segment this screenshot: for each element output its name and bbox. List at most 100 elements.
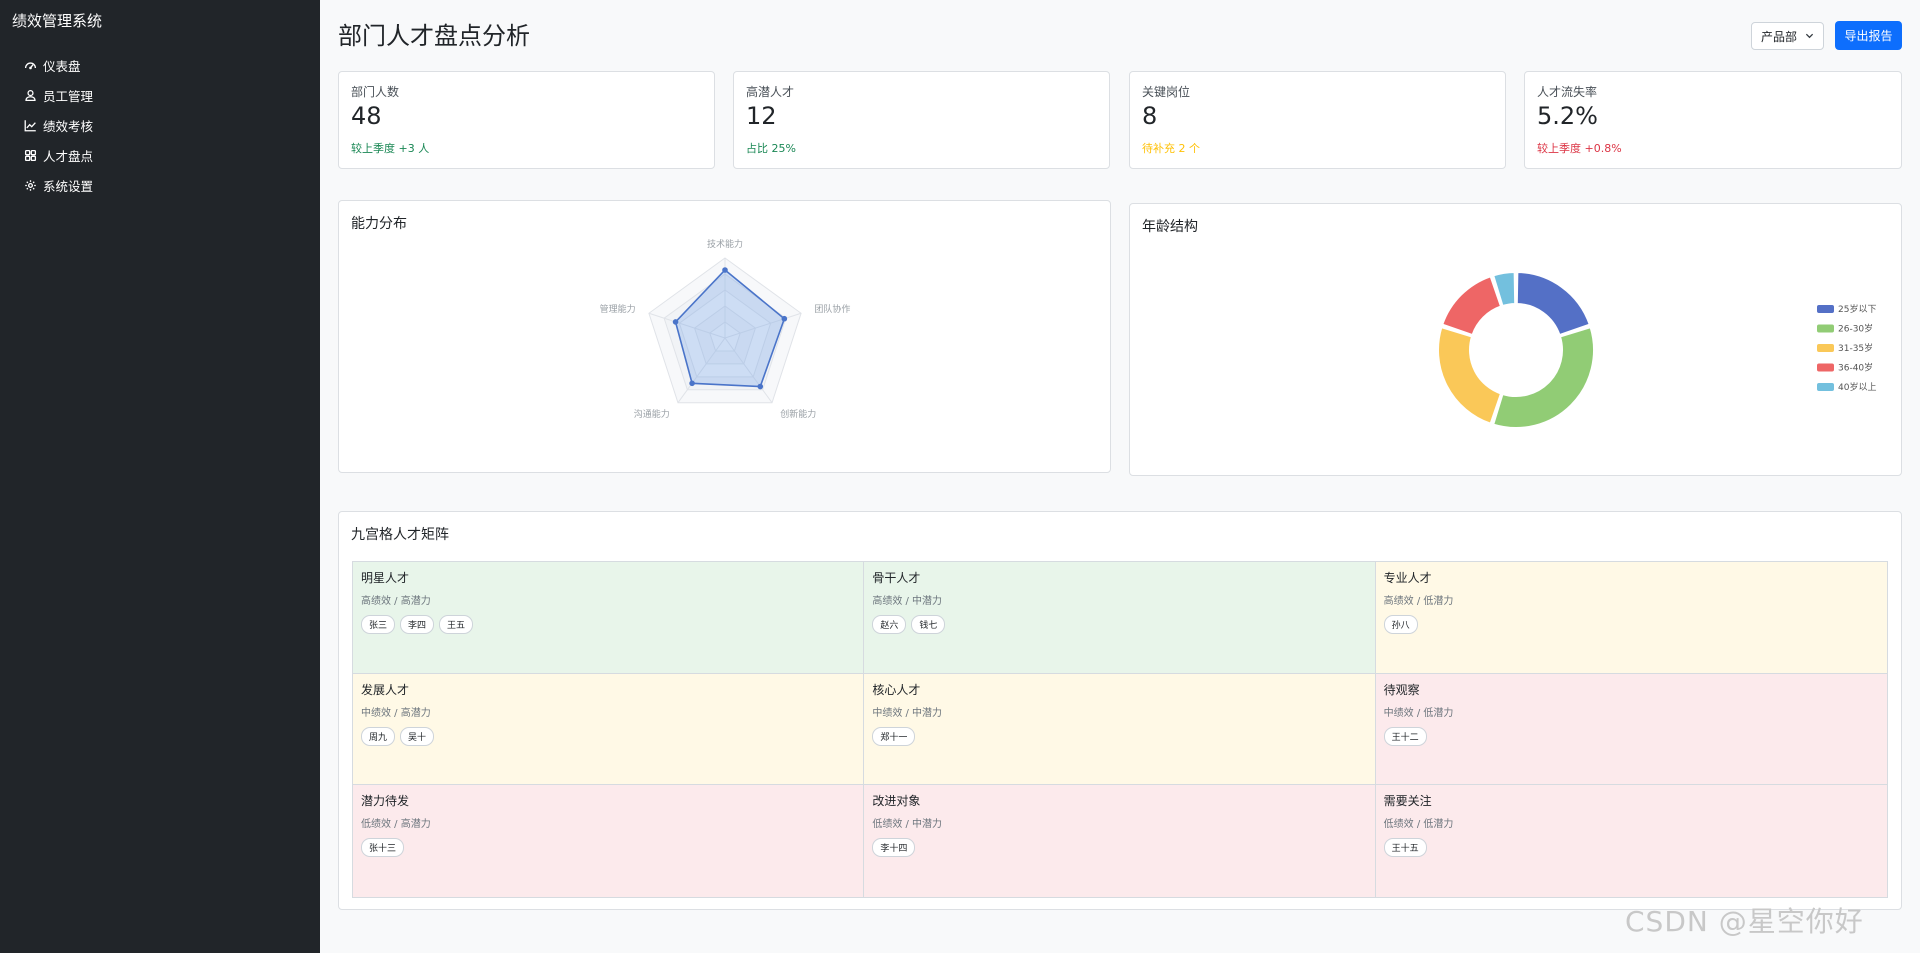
person-chip-list: 郑十一	[872, 726, 1366, 746]
page-title: 部门人才盘点分析	[338, 22, 530, 50]
department-select[interactable]: 产品部	[1751, 22, 1824, 50]
stat-value: 5.2%	[1537, 102, 1598, 130]
donut-slice	[1492, 271, 1517, 308]
radar-axis-label: 技术能力	[707, 238, 743, 250]
matrix-cell-title: 专业人才	[1383, 571, 1432, 585]
matrix-cell-subtitle: 低绩效 / 低潜力	[1383, 819, 1454, 831]
radar-axis-label: 创新能力	[780, 408, 816, 420]
donut-slice	[1492, 326, 1595, 429]
export-report-button[interactable]: 导出报告	[1835, 21, 1902, 50]
person-chip[interactable]: 王十二	[1383, 726, 1427, 746]
stat-value: 8	[1142, 102, 1158, 130]
person-chip-list: 王十二	[1383, 726, 1879, 746]
matrix-cell-subtitle: 低绩效 / 中潜力	[872, 819, 943, 831]
sidebar-item-label: 人才盘点	[43, 148, 94, 164]
radar-point	[722, 267, 728, 273]
radar-spoke	[724, 337, 773, 404]
stat-value: 48	[351, 102, 382, 130]
matrix-cell-title: 潜力待发	[361, 794, 410, 809]
radar-axis-label: 团队协作	[814, 303, 850, 315]
stat-note: 较上季度 +3 人	[351, 142, 430, 155]
department-select-value: 产品部	[1761, 29, 1798, 44]
person-chip[interactable]: 张十三	[361, 838, 405, 858]
matrix-cell: 核心人才中绩效 / 中潜力郑十一	[864, 673, 1376, 786]
sidebar: 绩效管理系统 仪表盘 员工管理 绩效考核 人才盘点 系统设置	[0, 0, 320, 953]
matrix-cell-subtitle: 高绩效 / 高潜力	[361, 596, 431, 607]
person-chip[interactable]: 李四	[400, 615, 435, 634]
stat-note: 较上季度 +0.8%	[1537, 142, 1622, 155]
matrix-cell-title: 待观察	[1383, 682, 1420, 697]
legend-swatch	[1817, 324, 1834, 333]
age-chart-title: 年龄结构	[1142, 219, 1198, 235]
graph-up-icon	[24, 119, 36, 131]
person-chip[interactable]: 郑十一	[872, 726, 916, 746]
stat-note: 占比 25%	[746, 142, 796, 155]
person-chip[interactable]: 孙八	[1383, 615, 1418, 634]
talent-matrix-card: 九宫格人才矩阵 明星人才 高绩效 / 高潜力 张三 李四 王五 骨干人才 高绩效 / 中潜力…	[338, 511, 1902, 910]
stat-label: 关键岗位	[1142, 85, 1191, 99]
ability-chart-title: 能力分布	[351, 216, 407, 232]
person-chip[interactable]: 王十五	[1383, 838, 1427, 858]
matrix-cell-title: 改进对象	[872, 794, 921, 809]
person-chip[interactable]: 周九	[361, 726, 396, 746]
person-chip[interactable]: 赵六	[872, 615, 907, 634]
person-chip-list: 赵六 钱七	[872, 615, 1366, 634]
matrix-cell: 发展人才中绩效 / 高潜力周九 吴十	[353, 673, 865, 786]
speedometer-icon	[24, 61, 37, 69]
matrix-cell-subtitle: 高绩效 / 低潜力	[1383, 596, 1454, 607]
person-chip[interactable]: 钱七	[911, 615, 946, 634]
sidebar-item-dashboard[interactable]: 仪表盘	[0, 50, 320, 80]
legend-label: 40岁以上	[1838, 381, 1876, 393]
legend-label: 26-30岁	[1838, 323, 1873, 335]
legend-swatch	[1817, 305, 1834, 313]
sidebar-item-performance[interactable]: 绩效考核	[0, 110, 320, 140]
ability-chart-card: 能力分布 技术能力 团队协作 创新能力 沟通能力 管理能力	[338, 200, 1111, 473]
talent-matrix-grid: 明星人才 高绩效 / 高潜力 张三 李四 王五 骨干人才 高绩效 / 中潜力 赵六 钱七 专业人才…	[352, 561, 1888, 898]
person-chip[interactable]: 张三	[361, 615, 396, 634]
stat-label: 人才流失率	[1537, 85, 1598, 99]
talent-matrix-title: 九宫格人才矩阵	[351, 527, 449, 543]
person-chip-list: 孙八	[1383, 615, 1879, 634]
sidebar-item-settings[interactable]: 系统设置	[0, 170, 320, 200]
radar-series-area	[674, 268, 786, 388]
radar-spoke	[677, 337, 726, 404]
matrix-cell-title: 需要关注	[1383, 794, 1432, 809]
legend-label: 25岁以下	[1838, 303, 1876, 315]
matrix-cell-title: 骨干人才	[872, 571, 921, 585]
radar-point	[781, 315, 788, 322]
sidebar-item-employees[interactable]: 员工管理	[0, 80, 320, 110]
matrix-cell-subtitle: 高绩效 / 中潜力	[872, 596, 943, 607]
person-chip[interactable]: 李十四	[872, 838, 916, 858]
matrix-cell-title: 发展人才	[361, 682, 410, 697]
chevron-down-icon	[1805, 33, 1814, 39]
gear-icon	[25, 179, 36, 191]
matrix-cell-subtitle: 中绩效 / 中潜力	[872, 707, 943, 719]
matrix-cell-subtitle: 中绩效 / 低潜力	[1383, 707, 1454, 719]
person-chip[interactable]: 王五	[439, 615, 474, 634]
stat-card-key-positions: 关键岗位 8 待补充 2 个	[1129, 71, 1506, 169]
sidebar-item-label: 仪表盘	[43, 58, 81, 74]
person-chip[interactable]: 吴十	[400, 726, 435, 746]
person-chip-list: 王十五	[1383, 838, 1879, 858]
legend-swatch	[1817, 363, 1834, 372]
legend-swatch	[1817, 383, 1834, 391]
age-chart-card: 年龄结构 25岁以下 26-30岁 31-35岁 36-40岁 40岁以上	[1129, 203, 1902, 476]
stat-card-high-potential: 高潜人才 12 占比 25%	[733, 71, 1110, 169]
matrix-cell-title: 核心人才	[872, 682, 921, 697]
person-chip-list: 李十四	[872, 838, 1366, 858]
sidebar-item-label: 员工管理	[43, 88, 94, 104]
donut-slice	[1515, 271, 1591, 337]
sidebar-item-talent-review[interactable]: 人才盘点	[0, 140, 320, 170]
radar-axis-label: 管理能力	[600, 303, 636, 315]
matrix-cell-subtitle: 中绩效 / 高潜力	[361, 707, 431, 719]
radar-spoke	[724, 312, 802, 339]
radar-point	[757, 383, 764, 390]
sidebar-nav: 仪表盘 员工管理 绩效考核 人才盘点 系统设置	[0, 50, 320, 200]
sidebar-item-label: 系统设置	[43, 178, 94, 194]
matrix-cell: 潜力待发 低绩效 / 高潜力 张十三	[353, 785, 865, 897]
sidebar-item-label: 绩效考核	[43, 118, 94, 134]
stat-label: 部门人数	[351, 85, 400, 99]
legend-label: 31-35岁	[1838, 342, 1873, 354]
radar-point	[672, 319, 679, 325]
person-chip-list: 张三 李四 王五	[361, 615, 855, 634]
